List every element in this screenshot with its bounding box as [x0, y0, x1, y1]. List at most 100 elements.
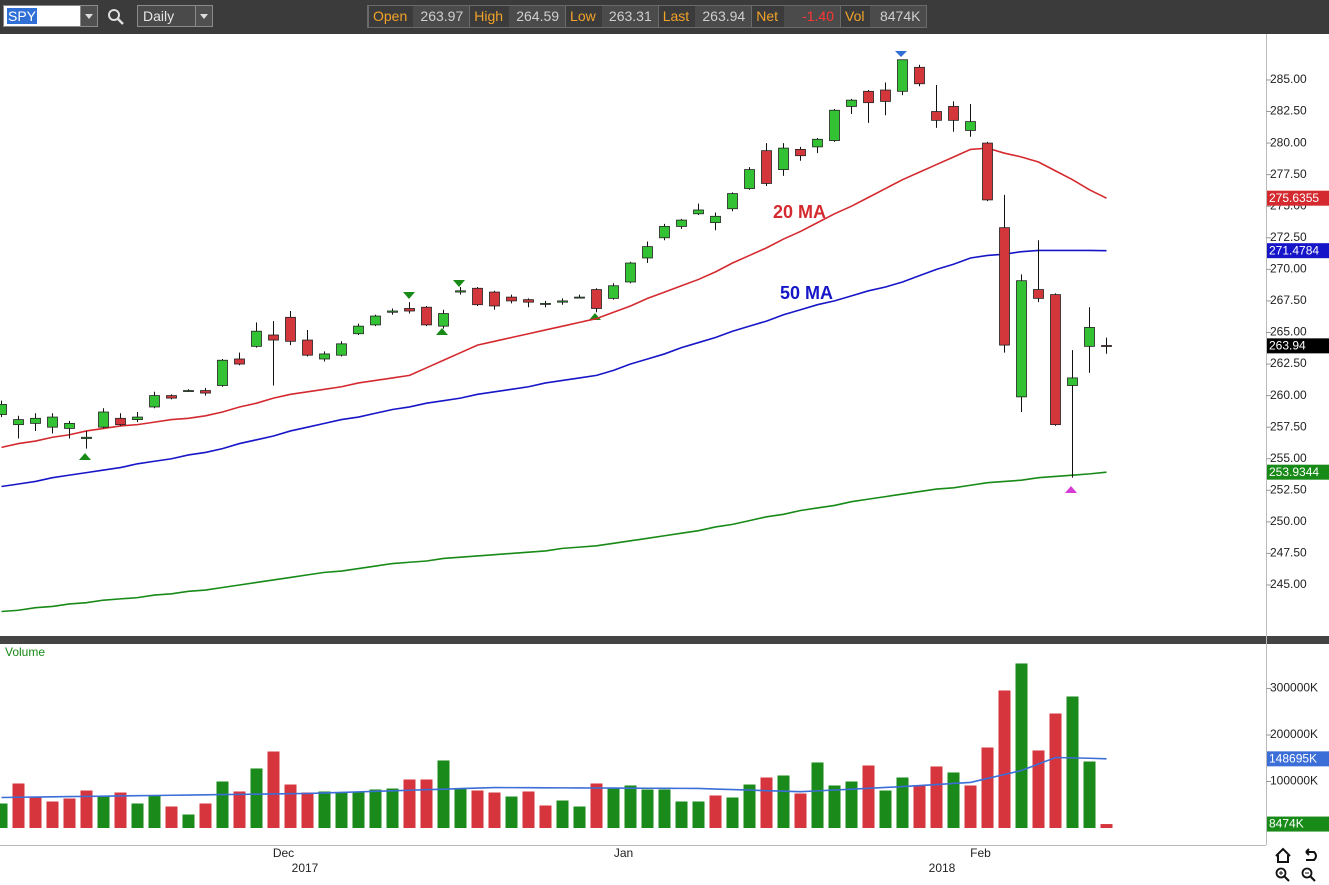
- volume-bar: [539, 805, 552, 828]
- y-tick-label: 285.00: [1270, 72, 1307, 86]
- candle-body: [115, 417, 126, 426]
- quote-label: Low: [565, 6, 602, 27]
- candle-body: [336, 343, 347, 356]
- value-badge-label: 148695K: [1269, 752, 1317, 766]
- toolbar: SPY Daily Open 263.97 High 264.59 Low 263.31 L…: [0, 0, 1329, 34]
- y-tick-label: 272.50: [1270, 230, 1307, 244]
- volume-bar: [148, 795, 161, 828]
- series-annotation: 50 MA: [780, 283, 833, 303]
- x-tick-label: Jan: [614, 846, 633, 860]
- candle-body: [132, 416, 143, 420]
- candle-body: [880, 89, 891, 102]
- candle-body: [200, 390, 211, 394]
- volume-bar: [573, 806, 586, 828]
- undo-button[interactable]: [1305, 848, 1317, 861]
- candle-body: [727, 193, 738, 210]
- candle-body: [30, 417, 41, 424]
- ma-line: [1, 756, 1107, 799]
- volume-bar: [369, 789, 382, 828]
- volume-bar: [1015, 663, 1028, 828]
- candle-body: [591, 289, 602, 309]
- candle-body: [812, 138, 823, 148]
- signal-marker: [79, 453, 91, 460]
- home-button[interactable]: [1275, 847, 1291, 863]
- value-badge-label: 271.4784: [1269, 243, 1319, 257]
- y-tick-label: 270.00: [1270, 262, 1307, 276]
- interval-select[interactable]: Daily: [137, 5, 213, 27]
- candle-body: [676, 219, 687, 227]
- candle-body: [13, 419, 24, 426]
- candle-body: [217, 359, 228, 386]
- zoom-out-button[interactable]: [1301, 867, 1316, 882]
- candle-body: [353, 325, 364, 335]
- candle-body: [302, 339, 313, 356]
- volume-bar: [845, 781, 858, 828]
- candle-body: [47, 416, 58, 428]
- candle-body: [1033, 289, 1044, 299]
- volume-bar: [709, 795, 722, 828]
- y-tick-label: 247.50: [1270, 546, 1307, 560]
- volume-bar: [1100, 824, 1113, 828]
- candle-body: [506, 296, 517, 302]
- value-badge-label: 253.9344: [1269, 465, 1319, 479]
- quote-value: 263.97: [413, 6, 470, 27]
- quote-label: Open: [368, 6, 414, 27]
- quote-label: Last: [657, 6, 696, 27]
- quote-label: Vol: [840, 6, 871, 27]
- value-badge: [1267, 751, 1329, 767]
- volume-bar: [879, 790, 892, 828]
- y-tick-label: 280.00: [1270, 135, 1307, 149]
- quote-value: 8474K: [870, 6, 927, 27]
- candle-body: [846, 99, 857, 107]
- candle-body: [948, 106, 959, 121]
- volume-bar: [505, 796, 518, 828]
- search-icon[interactable]: [107, 8, 125, 26]
- quote-value: 263.94: [695, 6, 752, 27]
- candle-body: [1084, 327, 1095, 347]
- candle-body: [438, 313, 449, 327]
- volume-bar: [862, 765, 875, 828]
- volume-bar: [165, 806, 178, 828]
- volume-bar: [896, 777, 909, 828]
- volume-bar: [743, 784, 756, 828]
- candle-body: [557, 300, 568, 303]
- candle-body: [234, 358, 245, 365]
- y-tick-label: 260.00: [1270, 388, 1307, 402]
- value-badge: [1267, 816, 1329, 832]
- signal-markers: [79, 51, 1077, 493]
- candle-body: [1016, 280, 1027, 398]
- candle-body: [1101, 345, 1112, 347]
- candle-body: [659, 226, 670, 239]
- volume-bar: [454, 788, 467, 828]
- candle-body: [149, 395, 160, 408]
- y-tick-label: 257.50: [1270, 419, 1307, 433]
- volume-bar: [233, 791, 246, 828]
- quote-value: -1.40: [784, 6, 840, 27]
- y-tick-label: 245.00: [1270, 577, 1307, 591]
- candle-body: [489, 291, 500, 307]
- zoom-in-button[interactable]: [1275, 867, 1290, 882]
- volume-bar: [335, 792, 348, 828]
- candle-body: [455, 290, 466, 293]
- candle-body: [540, 303, 551, 305]
- ma-line: [1, 147, 1107, 449]
- candle-body: [642, 246, 653, 259]
- volume-bar: [386, 788, 399, 828]
- symbol-dropdown[interactable]: [80, 6, 97, 26]
- volume-bar: [607, 787, 620, 828]
- volume-bar: [0, 803, 8, 828]
- candle-body: [268, 334, 279, 341]
- candle-body: [387, 310, 398, 313]
- candle-body: [166, 395, 177, 399]
- value-badge: [1267, 338, 1329, 354]
- candle-body: [98, 411, 109, 428]
- candle-body: [1050, 294, 1061, 426]
- volume-bar: [488, 792, 501, 828]
- panel-separator: [0, 636, 1329, 644]
- volume-bar: [692, 801, 705, 828]
- interval-dropdown[interactable]: [195, 6, 212, 26]
- symbol-input[interactable]: SPY: [3, 5, 98, 27]
- volume-bar: [811, 762, 824, 828]
- y-tick-label: 262.50: [1270, 356, 1307, 370]
